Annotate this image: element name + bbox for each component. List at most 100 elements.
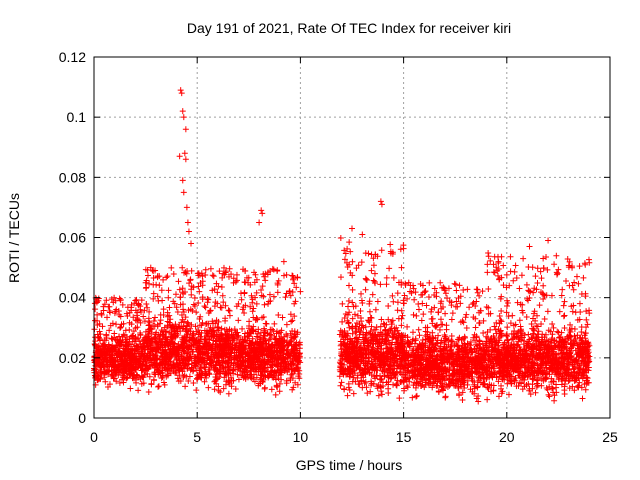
data-point xyxy=(174,375,181,382)
data-point xyxy=(160,306,167,313)
data-point xyxy=(154,321,161,328)
data-point xyxy=(457,319,464,326)
data-point xyxy=(134,346,141,353)
data-point xyxy=(110,348,117,355)
data-point xyxy=(283,271,290,278)
data-point xyxy=(186,280,193,287)
data-point xyxy=(223,268,230,275)
data-point xyxy=(428,316,435,323)
data-point xyxy=(553,252,560,259)
data-point xyxy=(160,332,167,339)
data-point xyxy=(186,334,193,341)
data-point xyxy=(431,304,438,311)
data-point xyxy=(152,361,159,368)
data-point xyxy=(160,276,167,283)
data-point xyxy=(94,321,101,328)
data-point xyxy=(174,308,181,315)
data-point xyxy=(176,286,183,293)
data-point xyxy=(225,390,232,397)
data-point xyxy=(484,261,491,268)
data-point xyxy=(95,334,102,341)
data-point xyxy=(235,317,242,324)
data-point xyxy=(504,324,511,331)
data-point xyxy=(175,364,182,371)
data-point xyxy=(559,286,566,293)
data-point xyxy=(214,300,221,307)
data-point xyxy=(138,308,145,315)
data-point xyxy=(96,328,103,335)
data-point xyxy=(399,312,406,319)
data-point xyxy=(271,320,278,327)
data-point xyxy=(211,386,218,393)
data-point xyxy=(140,374,147,381)
data-point xyxy=(436,326,443,333)
data-point xyxy=(210,273,217,280)
data-point xyxy=(383,281,390,288)
data-point xyxy=(193,375,200,382)
data-point xyxy=(345,298,352,305)
data-point xyxy=(176,322,183,329)
data-point xyxy=(575,280,582,287)
data-point xyxy=(186,373,193,380)
data-point xyxy=(442,290,449,297)
data-point xyxy=(155,383,162,390)
data-point xyxy=(363,276,370,283)
data-point xyxy=(133,371,140,378)
data-point xyxy=(116,343,123,350)
data-point xyxy=(158,327,165,334)
data-point xyxy=(371,270,378,277)
data-point xyxy=(439,321,446,328)
data-point xyxy=(178,312,185,319)
data-point xyxy=(177,378,184,385)
data-point xyxy=(95,334,102,341)
data-point xyxy=(268,386,275,393)
data-point xyxy=(142,336,149,343)
data-point xyxy=(148,348,155,355)
data-point xyxy=(233,271,240,278)
data-point xyxy=(193,346,200,353)
data-point xyxy=(95,370,102,377)
data-point xyxy=(133,379,140,386)
data-point xyxy=(402,280,409,287)
data-point xyxy=(113,367,120,374)
data-point xyxy=(273,383,280,390)
data-point xyxy=(139,344,146,351)
data-point xyxy=(370,262,377,269)
data-point xyxy=(532,273,539,280)
data-point xyxy=(142,285,149,292)
data-point xyxy=(130,333,137,340)
data-point xyxy=(202,272,209,279)
data-point xyxy=(100,307,107,314)
data-point xyxy=(413,312,420,319)
data-point xyxy=(280,272,287,279)
data-point xyxy=(480,329,487,336)
data-point xyxy=(179,285,186,292)
data-point xyxy=(219,292,226,299)
data-point xyxy=(453,287,460,294)
data-point xyxy=(127,345,134,352)
data-point xyxy=(131,300,138,307)
data-point xyxy=(411,296,418,303)
data-point xyxy=(183,327,190,334)
data-point xyxy=(138,350,145,357)
data-point xyxy=(98,310,105,317)
data-point xyxy=(428,308,435,315)
data-point xyxy=(188,321,195,328)
data-point xyxy=(460,287,467,294)
data-point xyxy=(201,303,208,310)
data-point xyxy=(219,274,226,281)
chart-title: Day 191 of 2021, Rate Of TEC Index for r… xyxy=(187,20,511,36)
data-point xyxy=(165,294,172,301)
data-point xyxy=(338,379,345,386)
data-point xyxy=(241,309,248,316)
data-point xyxy=(372,306,379,313)
data-point xyxy=(102,378,109,385)
data-point xyxy=(123,375,130,382)
data-point xyxy=(202,304,209,311)
data-point xyxy=(164,273,171,280)
data-point xyxy=(520,255,527,262)
data-point xyxy=(191,295,198,302)
data-point xyxy=(274,267,281,274)
data-point xyxy=(126,336,133,343)
data-point xyxy=(110,299,117,306)
